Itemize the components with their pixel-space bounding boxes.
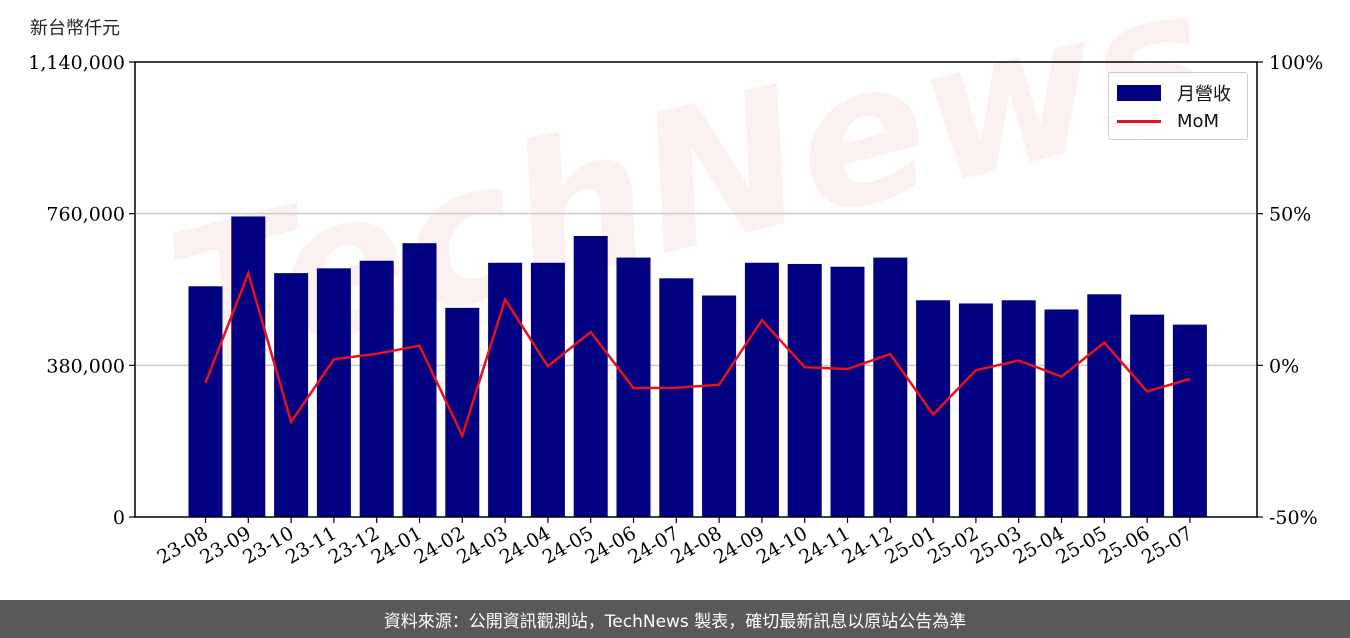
right-tick-label: 100% [1269, 52, 1323, 74]
bar-23-12 [359, 260, 394, 517]
bar-24-03 [488, 262, 523, 517]
legend-swatch-mom [1117, 119, 1161, 123]
bar-23-09 [231, 216, 266, 518]
legend-item-revenue: 月營收 [1117, 81, 1231, 105]
bar-25-03 [1001, 300, 1036, 517]
mom-line-series [204, 269, 1191, 440]
bar-23-08 [188, 286, 223, 517]
bar-24-01 [402, 243, 437, 517]
bar-24-11 [830, 266, 865, 517]
left-tick-label: 760,000 [46, 204, 125, 226]
x-tick-label-25-07: 25-07 [1138, 522, 1196, 568]
bar-24-04 [530, 262, 565, 517]
bar-25-01 [916, 300, 951, 517]
bar-24-10 [787, 263, 822, 517]
bar-24-08 [702, 295, 737, 517]
y-axis-unit-label: 新台幣仟元 [30, 18, 120, 39]
left-tick-label: 1,140,000 [28, 52, 125, 74]
bar-25-05 [1087, 294, 1122, 517]
legend-label-mom: MoM [1177, 110, 1220, 132]
mom-line [204, 269, 1191, 440]
legend-label-revenue: 月營收 [1177, 84, 1231, 105]
legend-swatch-revenue [1117, 85, 1161, 101]
bar-24-12 [873, 257, 908, 517]
bar-23-10 [274, 273, 309, 517]
right-tick-label: 50% [1269, 204, 1311, 226]
source-footer: 資料來源：公開資訊觀測站，TechNews 製表，確切最新訊息以原站公告為準 [0, 600, 1350, 638]
bar-series [188, 216, 1207, 518]
bar-24-05 [573, 236, 608, 517]
bar-24-07 [659, 278, 694, 517]
legend-item-mom: MoM [1117, 109, 1219, 133]
chart: 0380,000760,0001,140,000-50%0%50%100%23-… [28, 52, 1323, 569]
bar-25-02 [958, 303, 993, 517]
bar-25-06 [1130, 314, 1165, 517]
bar-23-11 [316, 268, 351, 517]
right-tick-label: -50% [1269, 507, 1318, 529]
bar-25-04 [1044, 309, 1079, 517]
plot-frame [134, 61, 1258, 518]
bar-25-07 [1172, 324, 1207, 517]
right-tick-label: 0% [1269, 355, 1299, 377]
left-tick-label: 380,000 [46, 355, 125, 377]
bar-24-09 [744, 262, 779, 517]
left-tick-label: 0 [113, 507, 125, 529]
legend: 月營收 MoM [1108, 72, 1248, 140]
